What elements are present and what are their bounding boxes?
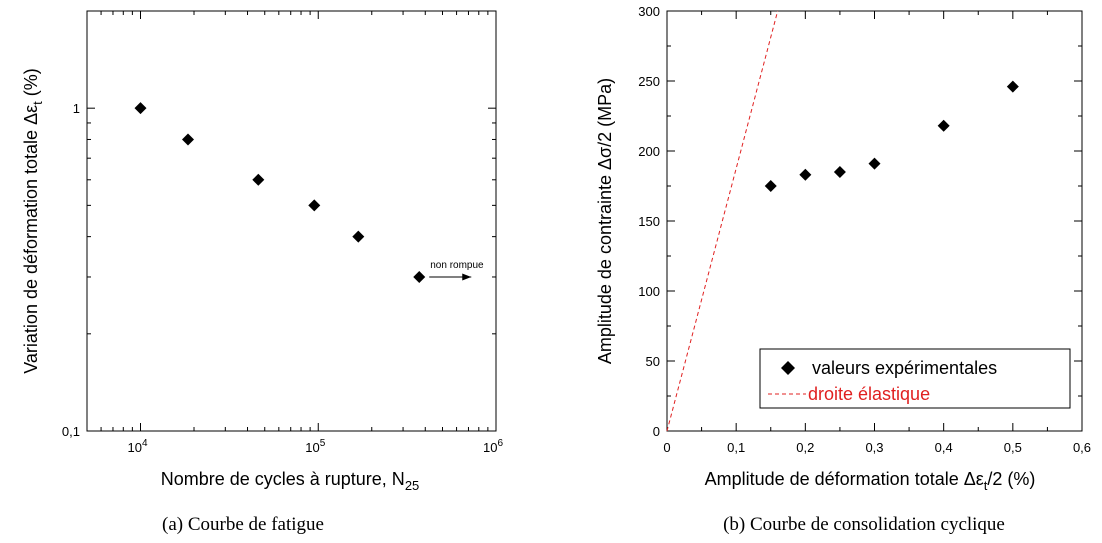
chart-a-annotation: non rompue [429, 260, 484, 281]
chart-a-frame [86, 10, 497, 432]
x-tick-label: 0,6 [1073, 440, 1091, 455]
chart-b: 0 0,1 0,2 0,3 0,4 0,5 0,6 0 50 100 150 200 250 300 v… [595, 4, 1091, 535]
chart-a-y-tick-labels: 10,1 [62, 101, 80, 439]
legend-label-experimental: valeurs expérimentales [812, 358, 997, 378]
chart-b-lines [666, 10, 779, 432]
x-tick-label: 0,5 [1004, 440, 1022, 455]
data-point [252, 173, 265, 186]
x-tick-label: 0,3 [865, 440, 883, 455]
y-tick-label: 100 [638, 284, 660, 299]
y-tick-label: 50 [646, 354, 660, 369]
annotation-arrow-head [462, 273, 472, 281]
y-tick-label: 250 [638, 74, 660, 89]
data-point [134, 102, 147, 115]
chart-b-y-tick-labels: 0 50 100 150 200 250 300 [638, 4, 660, 439]
legend-diamond-marker [781, 361, 795, 375]
data-point [308, 199, 321, 212]
data-point [352, 230, 365, 243]
chart-a-ticks [86, 10, 497, 432]
legend-frame [759, 348, 1071, 409]
legend-label-elastic: droite élastique [808, 384, 930, 404]
chart-b-ticks [666, 10, 1083, 432]
chart-b-caption: (b) Courbe de consolidation cyclique [723, 514, 1005, 535]
x-tick-label: 0 [663, 440, 670, 455]
x-tick-label: 105 [305, 438, 325, 455]
x-tick-label: 104 [127, 438, 147, 455]
y-tick-label: 200 [638, 144, 660, 159]
data-point [764, 180, 777, 192]
chart-b-x-tick-labels: 0 0,1 0,2 0,3 0,4 0,5 0,6 [663, 440, 1091, 455]
chart-b-x-axis-label: Amplitude de déformation totale Δεt/2 (%… [705, 469, 1036, 493]
x-tick-label: 0,4 [935, 440, 953, 455]
chart-b-y-axis-label: Amplitude de contrainte Δσ/2 (MPa) [595, 78, 615, 364]
x-tick-label: 106 [483, 438, 503, 455]
data-point [937, 119, 950, 132]
chart-b-legend: valeurs expérimentales droite élastique [759, 348, 1071, 409]
y-tick-label: 300 [638, 4, 660, 19]
annotation-label: non rompue [430, 260, 484, 271]
chart-a-caption: (a) Courbe de fatigue [162, 514, 324, 535]
data-point [868, 157, 881, 170]
x-tick-label: 0,1 [727, 440, 745, 455]
y-tick-label: 0,1 [62, 424, 80, 439]
x-tick-label: 0,2 [796, 440, 814, 455]
data-point [1006, 80, 1019, 93]
data-point [413, 270, 426, 283]
chart-a-x-axis-label: Nombre de cycles à rupture, N25 [161, 469, 420, 493]
data-point [799, 168, 812, 181]
chart-a-x-tick-labels: 104 105 106 [127, 438, 503, 455]
y-tick-label: 0 [653, 424, 660, 439]
y-tick-label: 150 [638, 214, 660, 229]
chart-b-points [764, 80, 1019, 192]
elastic-line [666, 10, 779, 432]
chart-a: 104 105 106 10,1 non rompue Nombre de cycl… [21, 10, 503, 535]
chart-a-points [134, 102, 426, 283]
data-point [833, 166, 846, 178]
chart-a-y-axis-label: Variation de déformation totale Δεt (%) [21, 68, 45, 374]
y-tick-label: 1 [73, 101, 80, 116]
data-point [181, 133, 194, 146]
